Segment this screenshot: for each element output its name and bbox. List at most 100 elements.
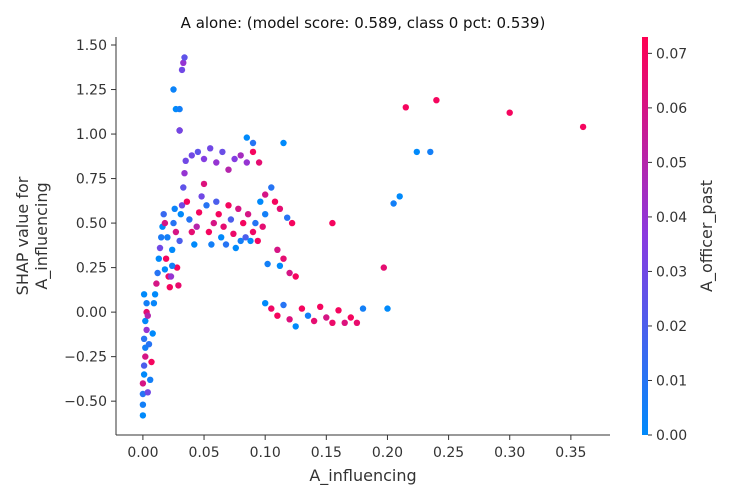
data-point xyxy=(198,193,205,200)
data-point xyxy=(144,312,151,319)
data-point xyxy=(150,300,158,307)
data-point xyxy=(175,282,182,289)
data-point xyxy=(323,314,330,321)
data-point xyxy=(148,358,155,366)
data-point xyxy=(262,300,269,307)
data-point xyxy=(310,317,318,325)
colorbar-tick-label: 0.01 xyxy=(656,373,687,389)
data-point xyxy=(288,219,296,227)
data-point xyxy=(284,214,291,221)
data-point xyxy=(329,219,336,227)
data-point xyxy=(147,376,154,383)
data-point xyxy=(169,262,176,269)
data-point xyxy=(353,319,361,326)
data-point xyxy=(579,123,587,131)
data-point xyxy=(213,198,220,205)
data-point xyxy=(181,54,188,61)
data-point xyxy=(218,234,225,241)
data-point xyxy=(167,273,175,280)
data-point xyxy=(231,155,238,163)
data-point xyxy=(259,223,266,230)
x-tick-label: 0.10 xyxy=(250,445,281,461)
data-point xyxy=(341,319,348,326)
data-point xyxy=(413,148,420,156)
x-tick-label: 0.15 xyxy=(311,445,342,461)
data-point xyxy=(170,86,177,93)
colorbar-ticks: 0.00 0.01 0.02 0.03 0.04 0.05 0.06 0.07 xyxy=(648,46,687,444)
data-point xyxy=(506,109,513,116)
data-point xyxy=(235,205,242,212)
data-point xyxy=(188,152,195,159)
data-point xyxy=(257,198,264,205)
data-point xyxy=(195,209,203,216)
x-axis-label: A_influencing xyxy=(309,466,416,486)
data-point xyxy=(262,211,269,218)
data-point xyxy=(280,255,287,262)
data-point xyxy=(254,237,261,245)
data-point xyxy=(252,219,259,227)
data-point xyxy=(359,305,367,312)
data-point xyxy=(140,335,148,342)
data-point xyxy=(220,223,227,230)
data-point xyxy=(176,237,183,245)
data-point xyxy=(207,145,214,152)
data-point xyxy=(243,159,250,166)
data-point xyxy=(390,200,397,207)
data-point xyxy=(262,191,269,198)
data-point xyxy=(244,211,252,218)
data-point xyxy=(240,219,247,227)
y-axis-ticks: −0.50 −0.25 0.00 0.25 0.50 0.75 1.00 1.25 1.50 xyxy=(64,38,116,410)
data-point xyxy=(162,255,170,262)
data-point xyxy=(139,390,147,398)
data-point xyxy=(280,139,287,147)
data-point xyxy=(380,264,387,271)
data-point xyxy=(154,269,161,277)
chart-title: A alone: (model score: 0.589, class 0 pc… xyxy=(181,14,546,32)
colorbar-tick-label: 0.03 xyxy=(656,264,687,280)
data-point xyxy=(153,280,160,287)
colorbar-tick-label: 0.05 xyxy=(656,155,687,171)
data-point xyxy=(317,303,324,310)
data-point xyxy=(170,219,177,227)
x-tick-label: 0.05 xyxy=(188,445,219,461)
data-point xyxy=(139,380,147,387)
data-point xyxy=(188,228,195,236)
data-point xyxy=(242,234,249,241)
data-point xyxy=(161,219,169,227)
data-point xyxy=(347,314,354,321)
y-tick-label: −0.50 xyxy=(64,394,107,410)
y-tick-label: 1.00 xyxy=(76,127,107,143)
data-point xyxy=(139,412,147,419)
data-point xyxy=(173,264,181,271)
y-tick-label: −0.25 xyxy=(64,350,107,366)
data-point xyxy=(227,216,235,223)
data-point xyxy=(139,401,147,408)
data-point xyxy=(247,237,254,245)
data-point xyxy=(304,312,312,319)
data-point xyxy=(176,105,183,113)
data-point xyxy=(193,223,200,230)
data-point xyxy=(268,184,275,191)
data-point xyxy=(161,266,169,273)
data-point xyxy=(149,330,156,337)
data-point xyxy=(183,198,191,205)
data-point xyxy=(249,148,257,156)
colorbar-tick-label: 0.04 xyxy=(656,210,687,226)
colorbar xyxy=(642,37,648,435)
data-point xyxy=(292,323,299,330)
y-tick-label: 1.25 xyxy=(76,83,107,99)
data-point xyxy=(143,300,150,307)
data-points xyxy=(139,54,587,419)
data-point xyxy=(143,326,150,334)
data-point xyxy=(225,202,232,209)
x-tick-label: 0.25 xyxy=(433,445,464,461)
data-point xyxy=(172,228,180,236)
data-point xyxy=(180,59,187,66)
data-point xyxy=(335,307,342,314)
y-tick-label: 1.50 xyxy=(76,38,107,54)
data-point xyxy=(155,255,162,262)
y-axis-label-line-2: A_influencing xyxy=(32,182,52,289)
data-point xyxy=(292,273,299,280)
data-point xyxy=(200,180,208,188)
data-point xyxy=(255,159,263,166)
